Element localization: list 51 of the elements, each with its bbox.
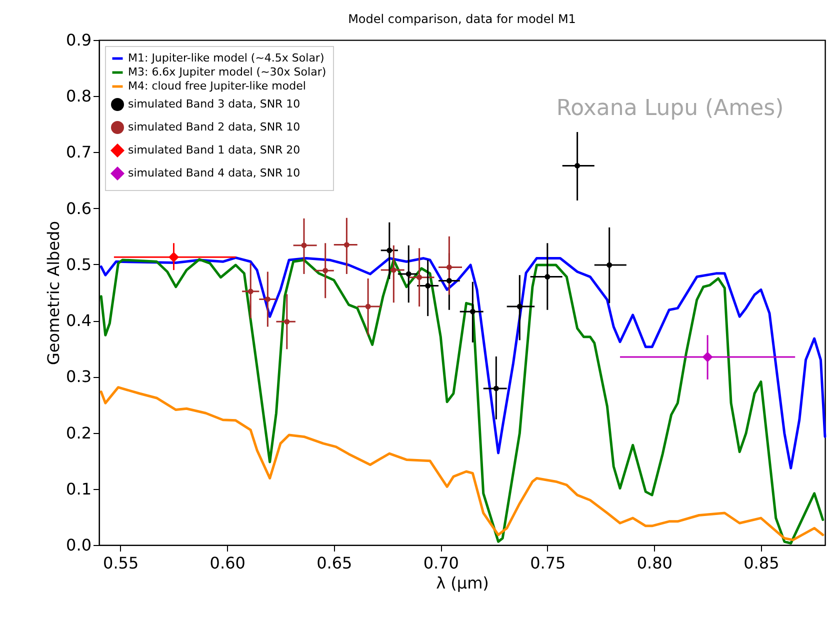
y-tick-label: 0.8	[66, 86, 92, 106]
y-tick-label: 0.0	[66, 536, 92, 554]
point	[344, 242, 350, 248]
y-tick-label: 0.9	[66, 30, 92, 50]
point	[493, 386, 499, 392]
y-axis-title: Geometric Albedo	[44, 221, 64, 365]
x-tick-label: 0.70	[423, 554, 459, 572]
point	[516, 304, 522, 310]
x-tick-label: 0.80	[636, 554, 672, 572]
point	[702, 352, 713, 362]
point	[322, 268, 328, 274]
point	[386, 248, 392, 254]
y-tick-label: 0.1	[66, 479, 92, 498]
point	[446, 278, 452, 284]
legend-label: M3: 6.6x Jupiter model (~30x Solar)	[128, 66, 326, 78]
annotation: Roxana Lupu (Ames)	[556, 96, 784, 121]
point	[390, 267, 396, 273]
point	[446, 264, 452, 270]
legend-label: M4: cloud free Jupiter-like model	[128, 80, 306, 92]
point	[470, 308, 476, 314]
x-tick-label: 0.75	[530, 554, 566, 572]
point	[284, 318, 290, 324]
x-tick-label: 0.65	[316, 554, 352, 572]
point	[406, 271, 412, 277]
chart-title: Model comparison, data for model M1	[348, 12, 576, 26]
point	[606, 262, 612, 268]
line-series	[100, 386, 824, 542]
y-tick-label: 0.2	[66, 423, 92, 442]
x-axis-title: λ (μm)	[436, 574, 489, 592]
point	[248, 288, 254, 294]
y-tick-label: 0.7	[66, 142, 92, 162]
x-tick-label: 0.85	[744, 554, 780, 572]
point	[365, 304, 371, 310]
legend-label: simulated Band 4 data, SNR 10	[128, 166, 300, 180]
point	[544, 274, 550, 280]
y-tick-label: 0.6	[66, 198, 92, 218]
point	[301, 242, 307, 248]
y-tick-label: 0.4	[66, 311, 92, 330]
legend-label: simulated Band 1 data, SNR 20	[128, 144, 300, 156]
legend-label: simulated Band 3 data, SNR 10	[128, 98, 300, 110]
x-tick-label: 0.60	[210, 554, 246, 572]
point	[264, 296, 270, 302]
point	[168, 252, 179, 262]
x-tick-label: 0.55	[103, 554, 139, 572]
y-tick-label: 0.5	[66, 254, 92, 274]
legend-label: M1: Jupiter-like model (~4.5x Solar)	[128, 52, 324, 64]
y-tick-label: 0.3	[66, 367, 92, 386]
legend-label: simulated Band 2 data, SNR 10	[128, 120, 300, 134]
point	[416, 274, 422, 280]
point	[574, 162, 580, 168]
point	[425, 283, 431, 288]
